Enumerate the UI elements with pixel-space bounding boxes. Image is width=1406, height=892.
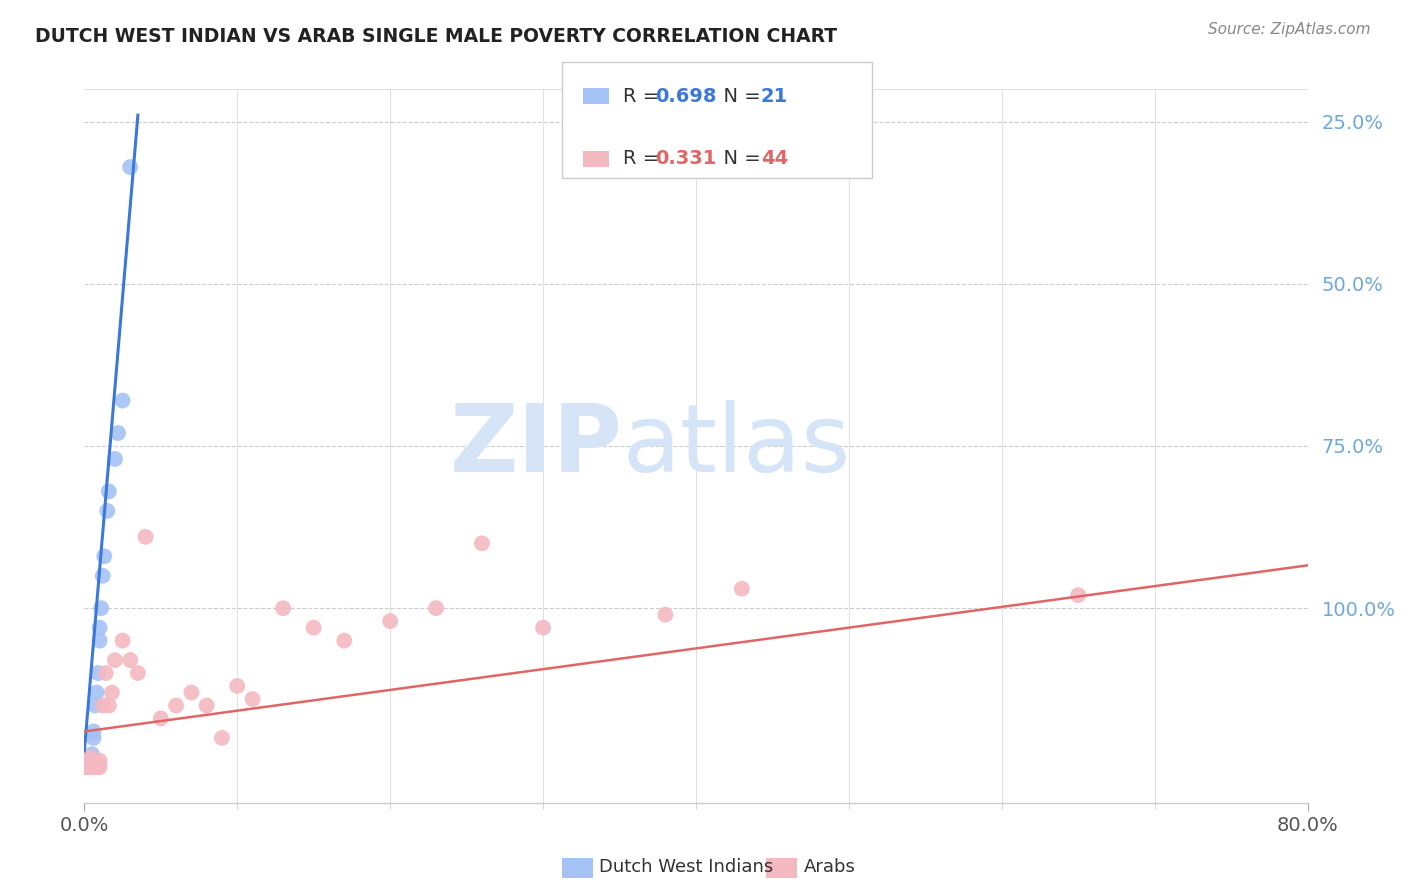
Point xyxy=(77,754,100,768)
Text: Dutch West Indians: Dutch West Indians xyxy=(599,858,773,876)
Point xyxy=(84,698,107,713)
Text: DUTCH WEST INDIAN VS ARAB SINGLE MALE POVERTY CORRELATION CHART: DUTCH WEST INDIAN VS ARAB SINGLE MALE PO… xyxy=(35,27,838,45)
Text: atlas: atlas xyxy=(623,400,851,492)
Point xyxy=(302,621,325,635)
Point xyxy=(120,653,142,667)
Point xyxy=(654,607,676,622)
Point xyxy=(89,760,111,774)
Point xyxy=(91,568,114,582)
Point xyxy=(86,685,108,699)
Point xyxy=(83,754,105,768)
Point xyxy=(75,756,97,771)
Point xyxy=(86,756,108,771)
Point xyxy=(425,601,447,615)
Text: 44: 44 xyxy=(761,149,787,169)
Text: Source: ZipAtlas.com: Source: ZipAtlas.com xyxy=(1208,22,1371,37)
Point xyxy=(75,760,97,774)
Point xyxy=(80,747,103,761)
Point xyxy=(531,621,554,635)
Point xyxy=(165,698,187,713)
Point xyxy=(195,698,218,713)
Point xyxy=(79,750,101,764)
Point xyxy=(89,633,111,648)
Point xyxy=(80,760,103,774)
Text: R =: R = xyxy=(623,87,665,106)
Text: ZIP: ZIP xyxy=(450,400,623,492)
Point xyxy=(75,760,97,774)
Point xyxy=(90,601,112,615)
Point xyxy=(120,160,142,174)
Point xyxy=(77,756,100,771)
Point xyxy=(127,666,149,681)
Point xyxy=(79,750,101,764)
Point xyxy=(135,530,157,544)
Point xyxy=(111,633,134,648)
Point xyxy=(89,621,111,635)
Point xyxy=(96,504,118,518)
Point xyxy=(380,614,402,628)
Point xyxy=(242,692,264,706)
Point xyxy=(83,760,105,774)
Point xyxy=(76,756,98,771)
Text: 0.331: 0.331 xyxy=(655,149,717,169)
Point xyxy=(86,760,108,774)
Point xyxy=(80,756,103,771)
Point xyxy=(83,731,105,745)
Point xyxy=(101,685,124,699)
Point xyxy=(87,666,110,681)
Text: 0.698: 0.698 xyxy=(655,87,717,106)
Point xyxy=(76,760,98,774)
Text: R =: R = xyxy=(623,149,665,169)
Text: N =: N = xyxy=(711,87,768,106)
Text: N =: N = xyxy=(711,149,768,169)
Point xyxy=(97,484,120,499)
Point xyxy=(94,666,117,681)
Text: 21: 21 xyxy=(761,87,787,106)
Point xyxy=(76,754,98,768)
Point xyxy=(731,582,754,596)
Point xyxy=(84,756,107,771)
Point xyxy=(77,760,100,774)
Point xyxy=(271,601,294,615)
Point xyxy=(93,549,115,564)
Point xyxy=(1067,588,1090,602)
Point xyxy=(104,653,127,667)
Point xyxy=(149,711,172,725)
Point xyxy=(226,679,249,693)
Point xyxy=(79,760,101,774)
Point xyxy=(89,754,111,768)
Point xyxy=(97,698,120,713)
Point xyxy=(91,698,114,713)
Point xyxy=(107,425,129,440)
Point xyxy=(333,633,356,648)
Text: Arabs: Arabs xyxy=(804,858,856,876)
Point xyxy=(471,536,494,550)
Point xyxy=(104,452,127,467)
Point xyxy=(211,731,233,745)
Point xyxy=(83,724,105,739)
Point xyxy=(180,685,202,699)
Point xyxy=(87,760,110,774)
Point xyxy=(111,393,134,408)
